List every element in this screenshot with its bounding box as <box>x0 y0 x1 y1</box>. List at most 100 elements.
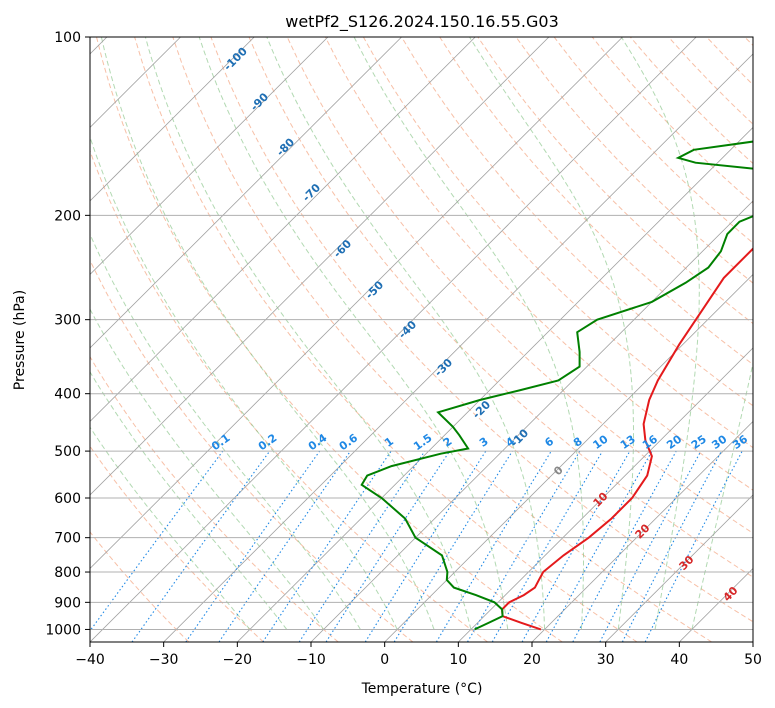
mixing-ratio-line <box>621 450 722 642</box>
mixing-ratio-label: 3 <box>477 435 491 450</box>
mixing-ratio-line <box>185 450 321 642</box>
isotherm-line <box>310 200 753 642</box>
mixing-ratio-line <box>599 450 702 642</box>
isotherm-line <box>90 37 255 202</box>
y-tick-label: 800 <box>54 565 81 581</box>
y-tick-label: 400 <box>54 387 81 403</box>
isotherm-line <box>90 37 550 496</box>
mixing-ratio-line <box>90 450 224 632</box>
dry-adiabat-line <box>744 37 753 47</box>
dry-adiabat-line <box>706 37 753 86</box>
y-tick-label: 500 <box>54 444 81 460</box>
dry-adiabat-line <box>172 37 712 642</box>
dry-adiabat-label: 0 <box>551 463 566 478</box>
moist-adiabat-label: -90 <box>248 90 271 113</box>
dry-adiabat-line <box>401 37 753 407</box>
dry-adiabat-line <box>515 37 753 284</box>
mixing-ratio-label: 6 <box>542 435 556 450</box>
moist-adiabat-label: -60 <box>331 237 354 260</box>
moist-adiabat-line <box>144 37 472 630</box>
moist-adiabat-label: -70 <box>300 181 323 204</box>
mixing-ratio-line <box>262 450 392 642</box>
dry-adiabat-line <box>248 37 753 578</box>
x-tick-label: 40 <box>670 652 688 668</box>
isotherm-line <box>90 37 329 275</box>
moist-adiabat-label: -100 <box>221 44 250 73</box>
moist-adiabat-line <box>266 37 546 630</box>
mixing-ratio-line <box>325 450 451 642</box>
dry-adiabat-line <box>668 37 753 125</box>
moist-adiabat-line <box>90 232 361 630</box>
dewpoint-profile-line <box>360 140 753 631</box>
y-tick-label: 200 <box>54 208 81 224</box>
isotherm-line <box>237 126 753 642</box>
dry-adiabat-line <box>90 355 339 642</box>
temperature-profile-line <box>501 247 753 631</box>
mixing-ratio-label: 30 <box>709 432 729 452</box>
isotherm-line <box>90 37 623 570</box>
x-tick-label: 10 <box>449 652 467 668</box>
moist-adiabat-label: -50 <box>363 278 386 301</box>
x-tick-label: 30 <box>597 652 615 668</box>
y-tick-label: 100 <box>54 30 81 46</box>
mixing-ratio-line <box>364 450 487 642</box>
y-tick-label: 300 <box>54 313 81 329</box>
mixing-ratio-label: 8 <box>571 435 585 450</box>
isotherm-line <box>90 37 402 349</box>
mixing-ratio-label: 1.5 <box>411 431 434 453</box>
x-tick-label: −20 <box>223 652 253 668</box>
mixing-ratio-line <box>545 450 653 642</box>
x-axis-title: Temperature (°C) <box>361 681 483 697</box>
mixing-ratio-line <box>218 450 351 642</box>
x-tick-label: −10 <box>296 652 326 668</box>
dry-adiabat-line <box>90 445 264 642</box>
mixing-ratio-label: 10 <box>591 432 611 452</box>
mixing-ratio-line <box>572 450 677 642</box>
x-tick-label: 50 <box>744 652 762 668</box>
isotherm-line <box>752 641 753 642</box>
moist-adiabat-label: -80 <box>274 135 297 158</box>
moist-adiabat-line <box>198 37 509 630</box>
moist-adiabat-line <box>100 37 435 630</box>
x-tick-label: 20 <box>523 652 541 668</box>
mixing-ratio-line <box>131 450 271 642</box>
x-tick-label: −40 <box>75 652 105 668</box>
mixing-ratio-line <box>393 450 513 642</box>
moist-adiabat-line <box>691 361 753 630</box>
dry-adiabat-line <box>134 37 638 642</box>
y-tick-label: 900 <box>54 595 81 611</box>
isotherm-line <box>679 567 753 642</box>
dry-adiabat-label: 40 <box>721 584 741 604</box>
mixing-ratio-line <box>435 450 552 642</box>
dry-adiabat-line <box>439 37 753 366</box>
mixing-ratio-label: 16 <box>640 432 660 452</box>
moist-adiabat-label: -40 <box>396 318 419 341</box>
isotherm-line <box>458 347 753 642</box>
y-axis-title: Pressure (hPa) <box>12 290 28 390</box>
moist-adiabat-line <box>469 37 634 630</box>
mixing-ratio-line <box>467 450 581 642</box>
dry-adiabat-line <box>210 37 753 623</box>
plot-frame <box>89 36 754 643</box>
moist-adiabat-line <box>90 135 398 630</box>
dry-adiabat-line <box>90 149 488 642</box>
plot-area: 0.1 0.2 0.4 0.6 1 1.5 2 3 4 6 8 10 13 16 20 25 30 36-100-… <box>45 30 762 668</box>
moist-adiabat-line <box>353 37 584 630</box>
mixing-ratio-label: 0.6 <box>337 431 361 453</box>
dry-adiabat-line <box>90 259 414 642</box>
y-tick-label: 600 <box>54 491 81 507</box>
y-tick-label: 1000 <box>45 622 81 638</box>
mixing-ratio-line <box>521 450 631 642</box>
moist-adiabat-line <box>90 370 288 630</box>
isotherm-line <box>384 273 753 642</box>
x-tick-label: 0 <box>380 652 389 668</box>
moist-adiabat-line <box>90 308 324 630</box>
mixing-ratio-line <box>644 450 743 642</box>
moist-adiabat-line <box>620 37 700 630</box>
isotherm-line <box>163 53 753 642</box>
isotherm-line <box>90 37 476 423</box>
y-tick-label: 700 <box>54 531 81 547</box>
isotherm-line <box>605 494 753 642</box>
